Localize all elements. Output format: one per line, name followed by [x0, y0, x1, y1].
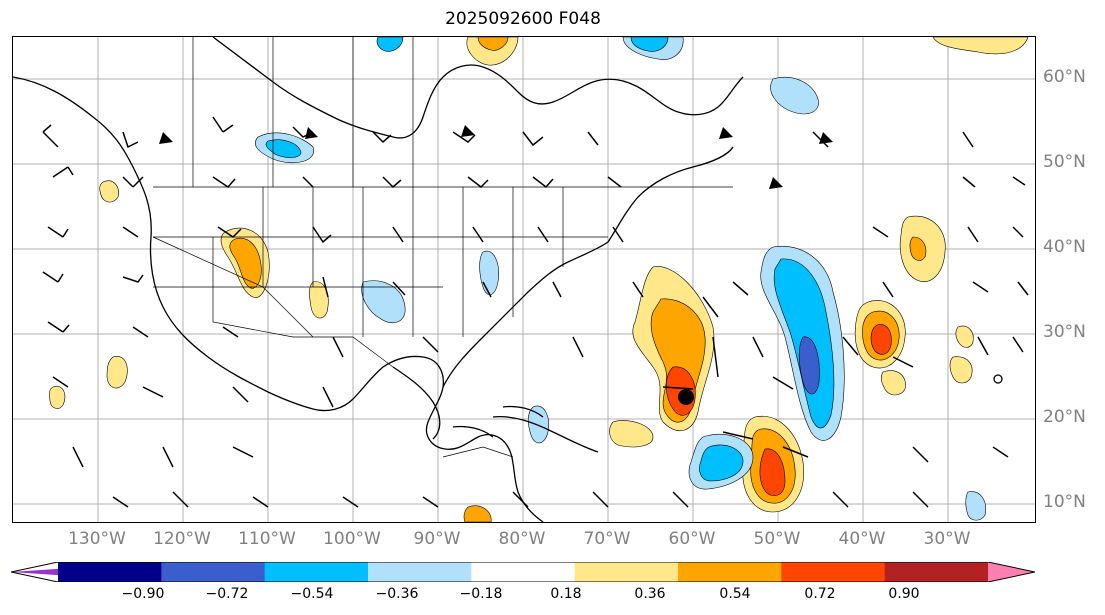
colorbar-segment [58, 562, 162, 582]
lat-label-60n: 60°N [1043, 67, 1086, 87]
lon-label-90w: 90°W [413, 529, 461, 549]
colorbar-segment [161, 562, 266, 582]
lon-label-100w: 100°W [323, 529, 381, 549]
lon-label-130w: 130°W [68, 529, 126, 549]
lon-label-40w: 40°W [838, 529, 886, 549]
colorbar-tick: 0.90 [888, 586, 920, 602]
colorbar-segments [11, 562, 1035, 582]
lat-label-40n: 40°N [1043, 237, 1086, 257]
lon-label-30w: 30°W [923, 529, 971, 549]
colorbar-tick: −0.18 [459, 586, 503, 602]
wind-barbs [42, 116, 1029, 508]
colorbar-tick: 0.18 [550, 586, 582, 602]
colorbar [11, 562, 1035, 582]
lon-label-120w: 120°W [153, 529, 211, 549]
storm-center-marker [678, 389, 694, 405]
wind-pennants [159, 125, 833, 189]
lat-label-20n: 20°N [1043, 407, 1086, 427]
lat-label-50n: 50°N [1043, 152, 1086, 172]
shaded-field [49, 37, 1029, 522]
colorbar-segment [574, 562, 679, 582]
borders [152, 37, 733, 458]
lat-label-10n: 10°N [1043, 492, 1086, 512]
colorbar-tick: −0.36 [375, 586, 419, 602]
colorbar-tick: 0.36 [634, 586, 666, 602]
colorbar-segment [678, 562, 782, 582]
colorbar-segment [781, 562, 886, 582]
colorbar-segment [368, 562, 472, 582]
colorbar-tick: 0.72 [804, 586, 836, 602]
colorbar-tick: −0.90 [121, 586, 165, 602]
colorbar-segment [471, 562, 576, 582]
map-canvas [13, 37, 1035, 522]
graticule [13, 37, 1035, 522]
colorbar-segment [884, 562, 989, 582]
lat-label-30n: 30°N [1043, 322, 1086, 342]
colorbar-tick: −0.72 [205, 586, 249, 602]
colorbar-tick: −0.54 [290, 586, 334, 602]
lon-label-110w: 110°W [238, 529, 296, 549]
coastlines [13, 37, 1003, 522]
lon-label-50w: 50°W [753, 529, 801, 549]
map-title: 2025092600 F048 [445, 9, 601, 29]
colorbar-segment [264, 562, 369, 582]
lon-label-70w: 70°W [583, 529, 631, 549]
lon-label-60w: 60°W [668, 529, 716, 549]
map-panel [12, 36, 1036, 523]
lon-label-80w: 80°W [498, 529, 546, 549]
colorbar-tick: 0.54 [719, 586, 751, 602]
colorbar-extend-max [988, 562, 1035, 582]
